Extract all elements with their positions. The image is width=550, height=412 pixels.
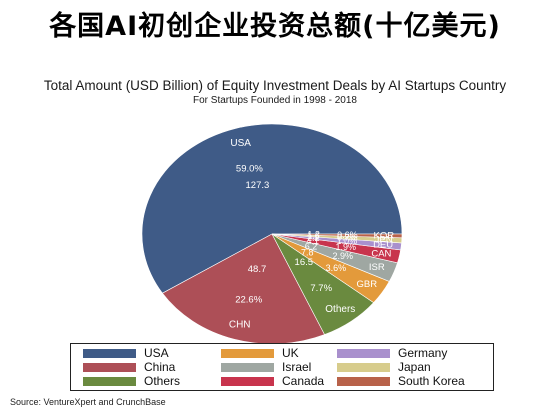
pie-slice-kor: [271, 233, 403, 239]
slice-percent-jpn: 0.7%: [337, 233, 358, 243]
pie-slice-usa: [141, 123, 403, 294]
slice-percent-can: 1.9%: [336, 242, 357, 252]
slice-label-jpn: JPN: [375, 235, 393, 246]
legend-label-can: Canada: [282, 374, 325, 388]
legend-swatch-others: [83, 376, 136, 386]
slice-label-isr: ISR: [369, 262, 385, 273]
slice-label-gbr: GBR: [357, 279, 378, 290]
legend-swatch-usa: [83, 348, 136, 358]
chart-legend: USA China Others UK Israel Canada Germany Japan…: [70, 343, 494, 391]
legend-item-can: Canada: [221, 374, 325, 388]
legend-label-kor: South Korea: [398, 374, 465, 388]
legend-item-chn: China: [83, 360, 176, 374]
slice-value-deu: 2.2: [307, 233, 320, 243]
legend-label-isr: Israel: [282, 360, 312, 374]
legend-item-others: Others: [83, 374, 181, 388]
slice-label-can: CAN: [371, 248, 391, 259]
source-note: Source: VentureXpert and CrunchBase: [10, 397, 166, 407]
legend-item-deu: Germany: [337, 346, 448, 360]
slice-percent-isr: 2.9%: [332, 251, 353, 261]
legend-label-chn: China: [144, 360, 176, 374]
legend-label-gbr: UK: [282, 346, 299, 360]
legend-label-usa: USA: [144, 346, 169, 360]
slice-percent-usa: 59.0%: [236, 164, 263, 175]
pie-labels: USA 59.0% 127.3 CHN 22.6% 48.7 Others 7.7% 16.5 G…: [229, 138, 394, 330]
chart-title: Total Amount (USD Billion) of Equity Inv…: [43, 78, 507, 93]
legend-item-usa: USA: [83, 346, 169, 360]
slice-percent-chn: 22.6%: [235, 294, 262, 305]
legend-item-gbr: UK: [221, 346, 299, 360]
slice-label-others: Others: [325, 304, 355, 315]
legend-swatch-isr: [221, 362, 274, 372]
page-heading: 各国AI初创企业投资总额(十亿美元): [49, 11, 501, 42]
legend-swatch-gbr: [221, 348, 274, 358]
pie-slices: [141, 123, 403, 345]
slice-value-others: 16.5: [295, 257, 314, 268]
slice-value-can: 4.1: [306, 236, 319, 246]
slice-label-chn: CHN: [229, 320, 251, 331]
slice-label-deu: DEU: [373, 240, 393, 251]
legend-label-jpn: Japan: [398, 360, 431, 374]
pie-slice-chn: [161, 233, 326, 345]
legend-swatch-can: [221, 376, 274, 386]
slice-value-gbr: 7.8: [301, 248, 314, 258]
legend-item-kor: South Korea: [337, 374, 465, 388]
legend-label-others: Others: [144, 374, 181, 388]
slice-value-kor: 1.2: [307, 230, 320, 240]
slice-percent-kor: 0.6%: [337, 230, 358, 240]
slice-value-isr: 6.2: [305, 241, 318, 251]
slice-value-usa: 127.3: [246, 180, 270, 191]
chart-subtitle: For Startups Founded in 1998 - 2018: [193, 95, 357, 106]
legend-swatch-jpn: [337, 362, 390, 372]
slice-label-usa: USA: [230, 138, 251, 149]
legend-item-jpn: Japan: [337, 360, 431, 374]
slice-percent-others: 7.7%: [310, 283, 332, 294]
slice-value-jpn: 1.6: [307, 231, 320, 241]
slice-label-kor: KOR: [374, 231, 395, 242]
slice-value-chn: 48.7: [248, 264, 267, 275]
legend-item-isr: Israel: [221, 360, 312, 374]
slice-percent-deu: 1.0%: [337, 236, 358, 246]
legend-label-deu: Germany: [398, 346, 448, 360]
legend-swatch-kor: [337, 376, 390, 386]
legend-swatch-deu: [337, 348, 390, 358]
legend-swatch-chn: [83, 362, 136, 372]
slice-percent-gbr: 3.6%: [326, 263, 347, 273]
